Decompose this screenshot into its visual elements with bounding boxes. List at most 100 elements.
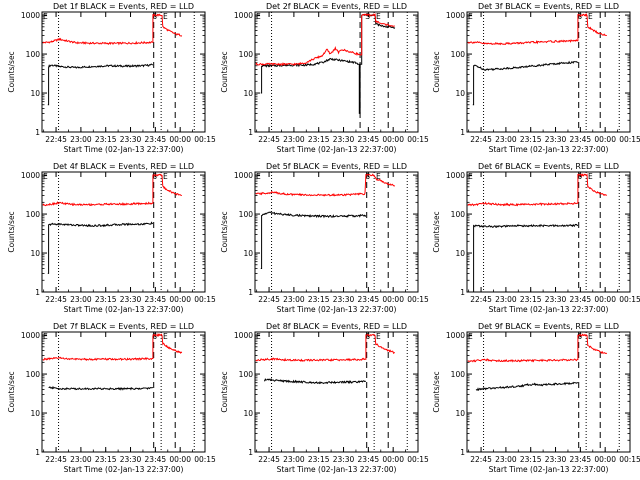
x-tick-label: 22:45 (470, 295, 492, 304)
x-axis-label: Start Time (02-Jan-13 22:37:00) (277, 465, 397, 474)
segment-marker-label: S (365, 12, 370, 21)
chart-title: Det 1f BLACK = Events, RED = LLD (53, 2, 194, 11)
x-tick-label: 23:45 (145, 295, 167, 304)
x-tick-label: 23:30 (545, 455, 567, 464)
y-tick-label: 100 (451, 210, 466, 219)
y-tick-label: 100 (239, 50, 254, 59)
series-line-lld (255, 333, 396, 362)
segment-marker-label: S (577, 332, 582, 341)
x-axis-label: Start Time (02-Jan-13 22:37:00) (489, 465, 609, 474)
segment-marker-label: E (43, 12, 48, 21)
y-tick-label: 1 (35, 128, 40, 137)
y-tick-label: 100 (26, 370, 41, 379)
x-tick-label: 23:00 (283, 135, 305, 144)
chart-title: Det 2f BLACK = Events, RED = LLD (266, 2, 407, 11)
segment-marker-label: S (365, 332, 370, 341)
x-tick-label: 22:45 (470, 135, 492, 144)
y-tick-label: 100 (239, 370, 254, 379)
x-tick-label: 23:00 (70, 135, 92, 144)
y-tick-label: 10 (243, 249, 253, 258)
y-tick-label: 100 (451, 370, 466, 379)
x-axis-label: Start Time (02-Jan-13 22:37:00) (489, 305, 609, 314)
x-tick-label: 00:15 (194, 295, 216, 304)
x-tick-label: 00:00 (594, 135, 616, 144)
det-chart-4: Det 4f BLACK = Events, RED = LLD 1 10 100 10… (7, 162, 216, 314)
chart-title: Det 5f BLACK = Events, RED = LLD (266, 162, 407, 171)
series-line-events (260, 211, 367, 269)
x-tick-label: 23:45 (145, 135, 167, 144)
x-tick-label: 00:00 (169, 295, 191, 304)
x-axis-label: Start Time (02-Jan-13 22:37:00) (64, 145, 184, 154)
x-tick-label: 23:45 (570, 455, 592, 464)
plot-frame (254, 11, 419, 133)
chart-title: Det 4f BLACK = Events, RED = LLD (53, 162, 194, 171)
y-tick-label: 100 (26, 210, 41, 219)
x-tick-label: 00:00 (382, 295, 404, 304)
y-tick-label: 1000 (234, 331, 253, 340)
y-tick-label: 10 (30, 249, 40, 258)
y-axis-label: Counts/sec (7, 371, 16, 412)
y-tick-label: 1000 (21, 331, 40, 340)
x-tick-label: 22:45 (45, 135, 67, 144)
series-line-events (475, 381, 578, 392)
det-chart-9: Det 9f BLACK = Events, RED = LLD 1 10 100 10… (432, 322, 640, 474)
x-tick-label: 23:45 (358, 455, 380, 464)
segment-marker-label: E (376, 172, 381, 181)
chart-title: Det 6f BLACK = Events, RED = LLD (478, 162, 619, 171)
segment-marker-label: E (256, 172, 261, 181)
series-line-lld (42, 13, 183, 46)
x-tick-label: 00:15 (619, 295, 640, 304)
x-tick-label: 23:45 (570, 295, 592, 304)
series-line-lld (467, 13, 607, 46)
det-chart-8: Det 8f BLACK = Events, RED = LLD 1 10 100 10… (220, 322, 429, 474)
chart-title: Det 7f BLACK = Events, RED = LLD (53, 322, 194, 331)
plot-frame (41, 331, 206, 453)
segment-marker-label: E (588, 172, 593, 181)
y-tick-label: 1 (35, 288, 40, 297)
x-tick-label: 00:15 (619, 135, 640, 144)
x-tick-label: 22:45 (45, 295, 67, 304)
y-tick-label: 10 (455, 249, 465, 258)
segment-marker-label: S (365, 172, 370, 181)
series-line-lld (42, 173, 182, 207)
plot-frame (254, 171, 419, 293)
x-axis-label: Start Time (02-Jan-13 22:37:00) (489, 145, 609, 154)
segment-marker-label: S (577, 172, 582, 181)
x-tick-label: 00:15 (407, 455, 429, 464)
x-tick-label: 23:15 (95, 295, 117, 304)
y-tick-label: 1 (248, 128, 253, 137)
x-tick-label: 23:15 (520, 135, 542, 144)
segment-marker-label: E (588, 332, 593, 341)
x-tick-label: 23:00 (495, 455, 517, 464)
x-tick-label: 23:15 (308, 295, 330, 304)
x-tick-label: 00:15 (407, 295, 429, 304)
segment-marker-label: E (256, 332, 261, 341)
plot-frame (466, 331, 631, 453)
segment-marker-label: E (163, 332, 168, 341)
x-tick-label: 23:30 (545, 295, 567, 304)
x-tick-label: 23:15 (95, 135, 117, 144)
y-axis-label: Counts/sec (220, 51, 229, 92)
y-axis-label: Counts/sec (220, 371, 229, 412)
x-tick-label: 23:15 (308, 455, 330, 464)
series-line-events (48, 385, 153, 391)
x-tick-label: 23:45 (358, 295, 380, 304)
x-tick-label: 22:45 (45, 455, 67, 464)
y-tick-label: 1000 (21, 171, 40, 180)
y-tick-label: 1 (248, 448, 253, 457)
chart-title: Det 3f BLACK = Events, RED = LLD (478, 2, 619, 11)
y-tick-label: 10 (243, 89, 253, 98)
segment-marker-label: S (152, 12, 157, 21)
x-tick-label: 23:30 (333, 455, 355, 464)
x-tick-label: 23:15 (95, 455, 117, 464)
x-tick-label: 00:00 (594, 455, 616, 464)
x-tick-label: 00:00 (382, 455, 404, 464)
det-chart-2: Det 2f BLACK = Events, RED = LLD 1 10 100 10… (220, 2, 429, 154)
series-line-lld (255, 13, 395, 67)
chart-title: Det 9f BLACK = Events, RED = LLD (478, 322, 619, 331)
series-line-events (472, 223, 579, 293)
det-chart-5: Det 5f BLACK = Events, RED = LLD 1 10 100 10… (220, 162, 429, 314)
y-axis-label: Counts/sec (432, 371, 441, 412)
series-line-events (264, 377, 366, 385)
x-tick-label: 23:45 (358, 135, 380, 144)
